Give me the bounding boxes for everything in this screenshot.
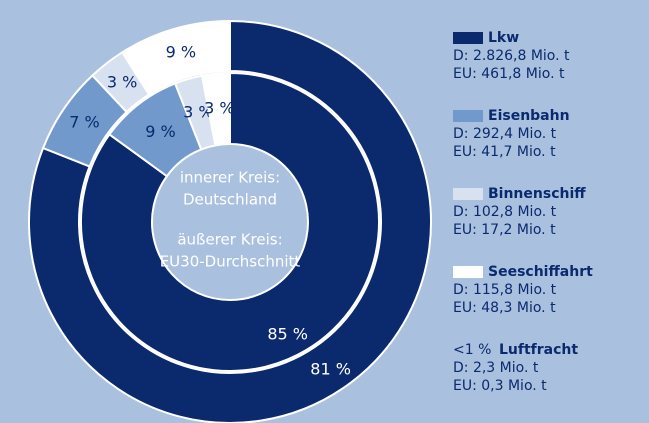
legend-label: Binnenschiff [488, 186, 586, 202]
value-label: 7 % [69, 113, 99, 132]
legend-detail: EU: 41,7 Mio. t [453, 144, 556, 160]
value-label: 3 % [183, 103, 213, 122]
legend-label: Eisenbahn [488, 108, 570, 124]
legend-swatch [453, 188, 483, 200]
value-label: 85 % [267, 325, 308, 344]
donut-segment [120, 19, 231, 96]
legend-label: Lkw [488, 30, 519, 46]
center-text: äußerer Kreis: [177, 231, 282, 249]
center-text: innerer Kreis: [180, 169, 280, 187]
value-label: 9 % [145, 122, 175, 141]
legend-detail: D: 2.826,8 Mio. t [453, 48, 570, 64]
donut-segment [200, 71, 231, 147]
legend-prefix: <1 % [453, 342, 491, 358]
legend-detail: D: 2,3 Mio. t [453, 360, 539, 376]
donut-segment [80, 71, 380, 372]
value-label: 81 % [310, 360, 351, 379]
legend-swatch [453, 110, 483, 122]
value-label: 3 % [204, 99, 234, 118]
center-text: EU30-Durchschnitt [160, 253, 301, 271]
legend-label: Luftfracht [499, 342, 578, 358]
legend-swatch [453, 266, 483, 278]
legend-detail: EU: 0,3 Mio. t [453, 378, 547, 394]
legend-label: Seeschiffahrt [488, 264, 593, 280]
legend-detail: EU: 461,8 Mio. t [453, 66, 565, 82]
legend-detail: D: 102,8 Mio. t [453, 204, 557, 220]
center-text: Deutschland [183, 191, 277, 209]
value-label: 3 % [107, 72, 137, 91]
value-label: 9 % [166, 42, 196, 61]
donut-segment [28, 19, 432, 423]
legend-detail: D: 292,4 Mio. t [453, 126, 557, 142]
legend-detail: D: 115,8 Mio. t [453, 282, 557, 298]
legend-detail: EU: 17,2 Mio. t [453, 222, 556, 238]
legend-swatch [453, 32, 483, 44]
legend-detail: EU: 48,3 Mio. t [453, 300, 556, 316]
